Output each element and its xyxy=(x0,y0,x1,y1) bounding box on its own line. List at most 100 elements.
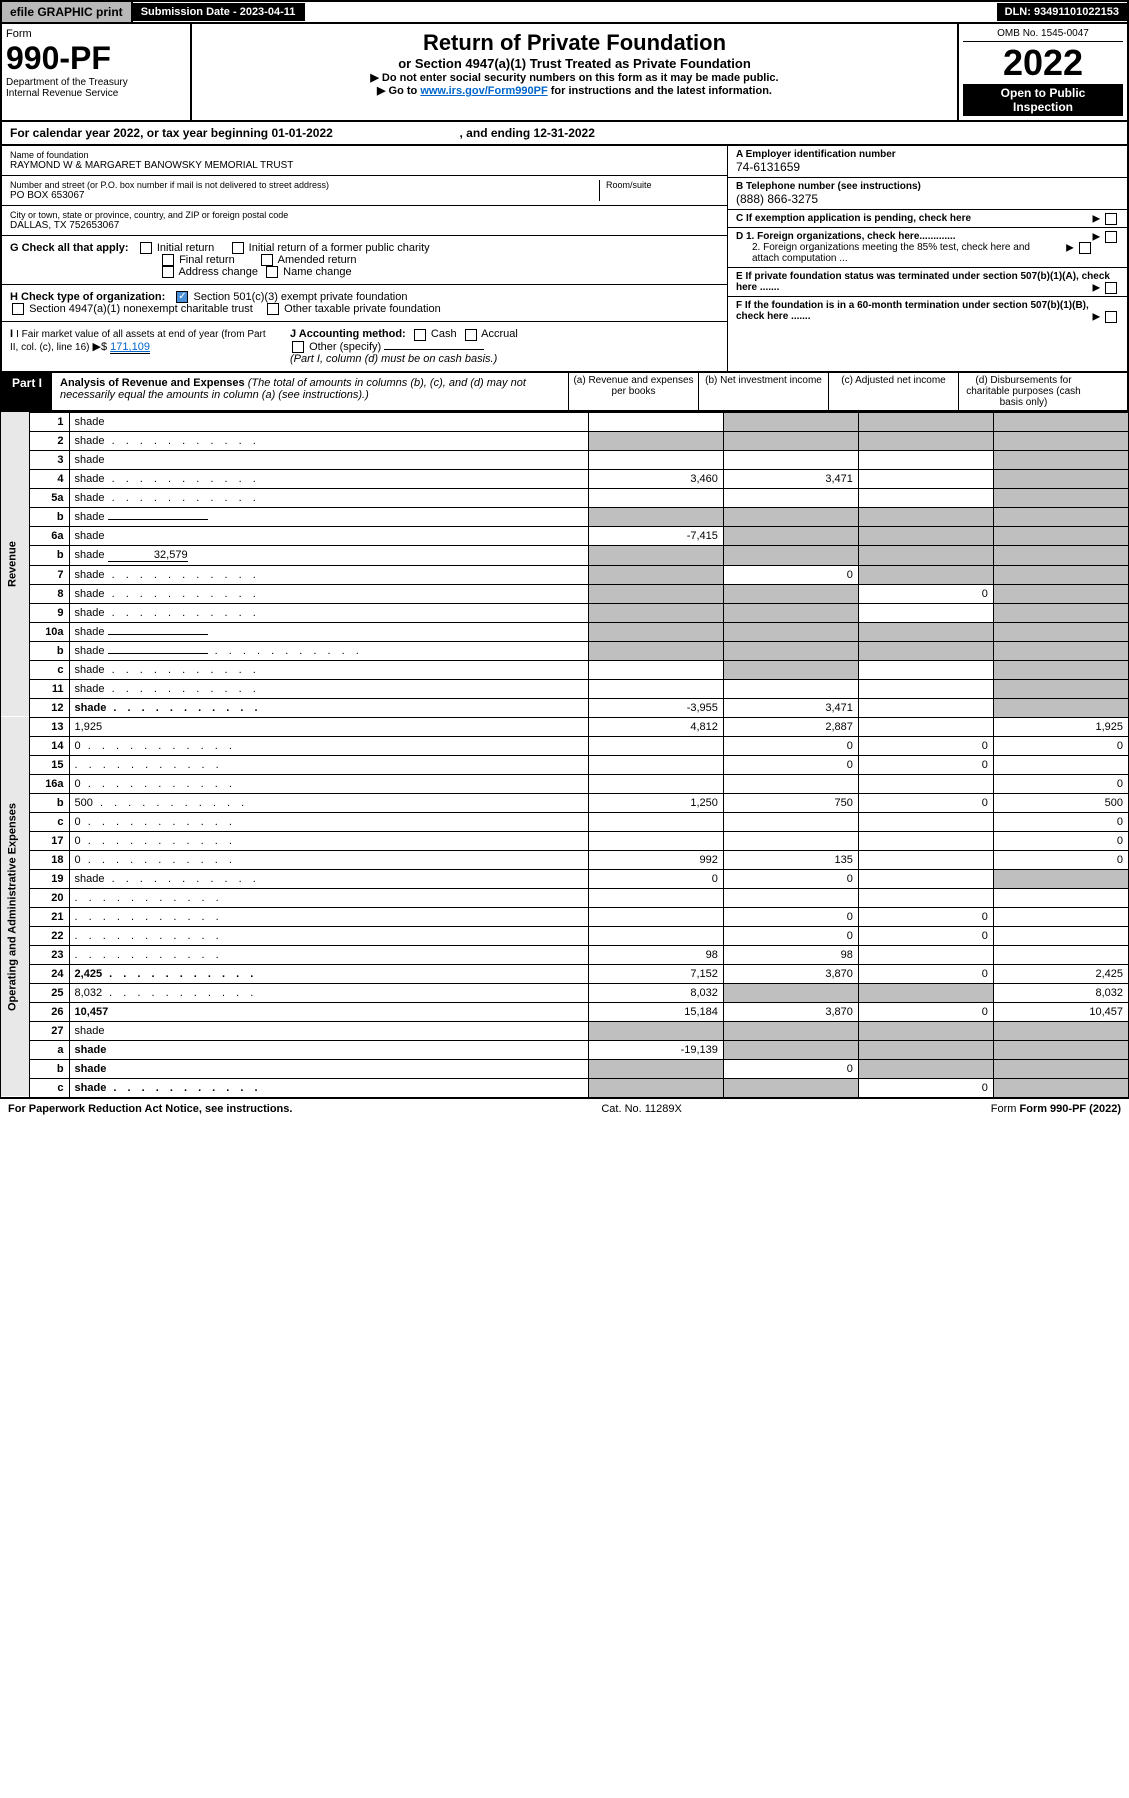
initial-former-checkbox[interactable] xyxy=(232,242,244,254)
fmv-value[interactable]: 171,109 xyxy=(110,341,150,354)
cell-c xyxy=(858,888,993,907)
cell-c xyxy=(858,412,993,431)
4947-checkbox[interactable] xyxy=(12,303,24,315)
cell-d: 0 xyxy=(993,850,1128,869)
e-checkbox[interactable] xyxy=(1105,282,1117,294)
row-desc: shade xyxy=(69,869,588,888)
cell-c xyxy=(858,1059,993,1078)
table-row: Revenue1shade xyxy=(1,412,1129,431)
row-number: c xyxy=(30,1078,69,1097)
form-subtitle: or Section 4947(a)(1) Trust Treated as P… xyxy=(198,56,951,71)
footer-right: Form Form 990-PF (2022) xyxy=(991,1103,1121,1115)
row-desc xyxy=(69,888,588,907)
row-number: 7 xyxy=(30,565,69,584)
row-desc: shade xyxy=(69,1059,588,1078)
table-row: 2100 xyxy=(1,907,1129,926)
table-row: 2200 xyxy=(1,926,1129,945)
irs: Internal Revenue Service xyxy=(6,88,186,99)
row-number: 9 xyxy=(30,603,69,622)
e-label: E If private foundation status was termi… xyxy=(736,271,1110,293)
cell-d xyxy=(993,431,1128,450)
h-501c3: Section 501(c)(3) exempt private foundat… xyxy=(193,291,407,303)
cell-c xyxy=(858,565,993,584)
h-4947: Section 4947(a)(1) nonexempt charitable … xyxy=(29,303,253,315)
cell-a: 98 xyxy=(588,945,723,964)
cell-a xyxy=(588,888,723,907)
cell-a: 4,812 xyxy=(588,717,723,736)
calendar-year-row: For calendar year 2022, or tax year begi… xyxy=(0,122,1129,146)
cell-d: 0 xyxy=(993,736,1128,755)
cell-d xyxy=(993,1021,1128,1040)
name-change-checkbox[interactable] xyxy=(266,266,278,278)
cell-d xyxy=(993,545,1128,565)
cell-c: 0 xyxy=(858,584,993,603)
cell-a xyxy=(588,545,723,565)
cell-a xyxy=(588,774,723,793)
table-row: bshade 32,579 xyxy=(1,545,1129,565)
cash-checkbox[interactable] xyxy=(414,329,426,341)
table-row: 1700 xyxy=(1,831,1129,850)
row-desc: 0 xyxy=(69,831,588,850)
j-cash: Cash xyxy=(431,328,457,340)
h-label: H Check type of organization: xyxy=(10,291,165,303)
initial-return-checkbox[interactable] xyxy=(140,242,152,254)
f-checkbox[interactable] xyxy=(1105,311,1117,323)
other-taxable-checkbox[interactable] xyxy=(267,303,279,315)
cell-a: 1,250 xyxy=(588,793,723,812)
cell-c xyxy=(858,945,993,964)
d2-checkbox[interactable] xyxy=(1079,242,1091,254)
part1-label: Part I xyxy=(2,373,52,410)
inspect1: Open to Public xyxy=(965,86,1121,100)
d1-label: D 1. Foreign organizations, check here..… xyxy=(736,231,956,242)
cell-c xyxy=(858,469,993,488)
row-number: b xyxy=(30,1059,69,1078)
c-checkbox[interactable] xyxy=(1105,213,1117,225)
table-row: 16a00 xyxy=(1,774,1129,793)
amended-checkbox[interactable] xyxy=(261,254,273,266)
table-row: 2610,45715,1843,870010,457 xyxy=(1,1002,1129,1021)
cell-d xyxy=(993,907,1128,926)
table-row: 10ashade xyxy=(1,622,1129,641)
ein: 74-6131659 xyxy=(736,160,800,174)
cell-b xyxy=(723,660,858,679)
table-row: 12shade-3,9553,471 xyxy=(1,698,1129,717)
501c3-checkbox[interactable] xyxy=(176,291,188,303)
cell-a: 15,184 xyxy=(588,1002,723,1021)
cell-c xyxy=(858,812,993,831)
row-number: 20 xyxy=(30,888,69,907)
g-address: Address change xyxy=(178,266,258,278)
cell-c xyxy=(858,660,993,679)
table-row: 8shade0 xyxy=(1,584,1129,603)
cell-d xyxy=(993,755,1128,774)
cell-b: 0 xyxy=(723,736,858,755)
cell-d xyxy=(993,679,1128,698)
other-method-checkbox[interactable] xyxy=(292,341,304,353)
cell-d xyxy=(993,945,1128,964)
table-row: 242,4257,1523,87002,425 xyxy=(1,964,1129,983)
j-note: (Part I, column (d) must be on cash basi… xyxy=(290,353,497,365)
col-c-head: (c) Adjusted net income xyxy=(828,373,958,410)
row-desc xyxy=(69,755,588,774)
instr-1: ▶ Do not enter social security numbers o… xyxy=(198,71,951,84)
efile-button[interactable]: efile GRAPHIC print xyxy=(2,2,133,22)
row-desc: shade 32,579 xyxy=(69,545,588,565)
final-return-checkbox[interactable] xyxy=(162,254,174,266)
cell-b: 3,870 xyxy=(723,1002,858,1021)
f-label: F If the foundation is in a 60-month ter… xyxy=(736,300,1089,322)
row-number: 16a xyxy=(30,774,69,793)
row-desc: shade xyxy=(69,565,588,584)
accrual-checkbox[interactable] xyxy=(465,329,477,341)
row-desc: shade xyxy=(69,660,588,679)
cell-d xyxy=(993,488,1128,507)
g-final: Final return xyxy=(179,254,235,266)
cell-b xyxy=(723,831,858,850)
footer-right-text: Form 990-PF (2022) xyxy=(1020,1103,1121,1115)
address-change-checkbox[interactable] xyxy=(162,266,174,278)
cell-d: 10,457 xyxy=(993,1002,1128,1021)
d1-checkbox[interactable] xyxy=(1105,231,1117,243)
row-number: b xyxy=(30,507,69,526)
part1-title: Analysis of Revenue and Expenses xyxy=(60,377,245,389)
row-number: b xyxy=(30,545,69,565)
row-number: 15 xyxy=(30,755,69,774)
irs-link[interactable]: www.irs.gov/Form990PF xyxy=(420,85,547,97)
